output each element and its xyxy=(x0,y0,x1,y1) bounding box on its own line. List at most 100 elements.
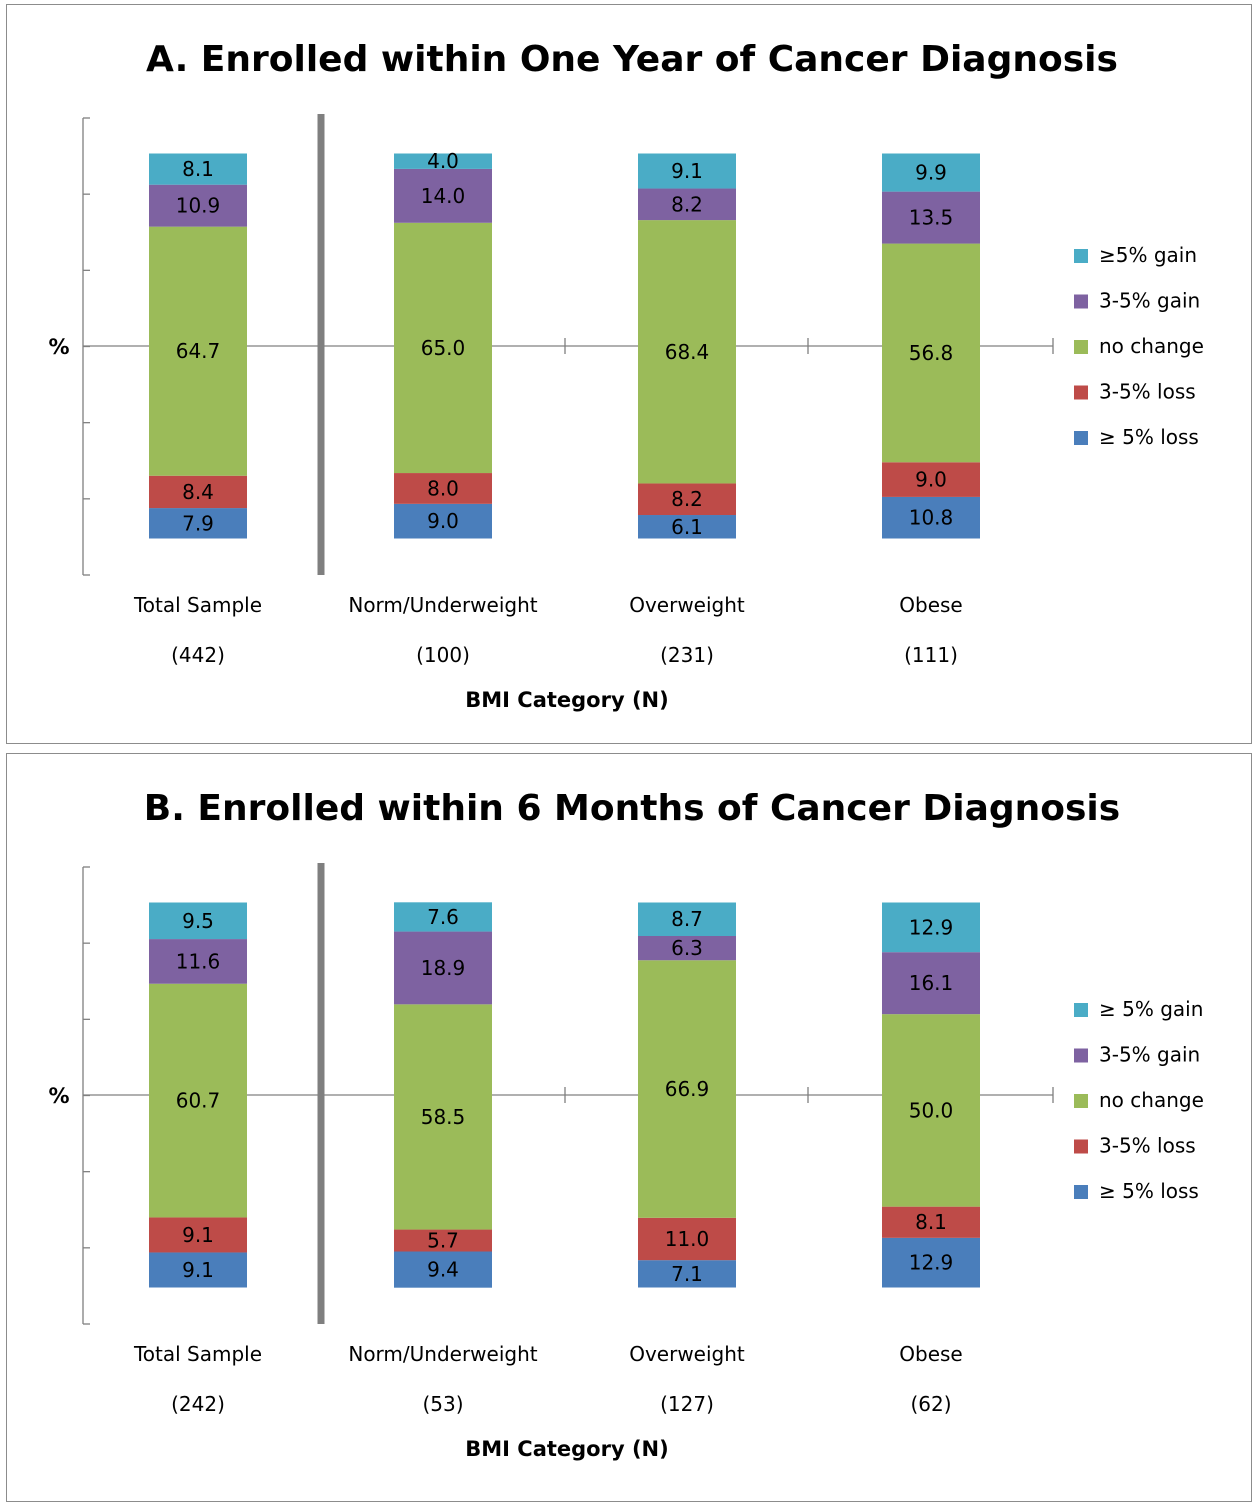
category-count: (111) xyxy=(904,643,958,667)
bar-segment xyxy=(638,935,736,961)
data-label: 10.9 xyxy=(176,194,221,218)
bar-segment xyxy=(394,1004,492,1230)
bar-segment xyxy=(638,1260,736,1288)
legend-label: no change xyxy=(1099,1088,1204,1112)
legend-swatch xyxy=(1074,385,1088,400)
bar-segment xyxy=(882,462,980,497)
bar-segment xyxy=(638,153,736,189)
data-label: 65.0 xyxy=(421,336,466,360)
bar-segment xyxy=(638,515,736,539)
category-count: (442) xyxy=(171,643,225,667)
data-label: 11.0 xyxy=(665,1227,710,1251)
data-label: 7.6 xyxy=(427,905,459,929)
legend-swatch xyxy=(1074,249,1088,263)
data-label: 12.9 xyxy=(909,1251,954,1275)
bar-segment xyxy=(882,243,980,463)
legend-swatch xyxy=(1074,1185,1088,1199)
bar-segment xyxy=(882,191,980,244)
data-label: 64.7 xyxy=(176,339,221,363)
x-axis-title: BMI Category (N) xyxy=(465,1437,668,1461)
data-label: 8.2 xyxy=(671,192,703,216)
bar-segment xyxy=(149,902,247,940)
bar-segment xyxy=(882,1206,980,1238)
data-label: 12.9 xyxy=(909,915,954,939)
chart-b-svg: B. Enrolled within 6 Months of Cancer Di… xyxy=(48,788,1204,1461)
legend-swatch xyxy=(1074,294,1088,309)
bar-segment xyxy=(394,153,492,169)
chart-panel-a: A. Enrolled within One Year of Cancer Di… xyxy=(6,4,1252,744)
legend-swatch xyxy=(1074,1094,1088,1108)
data-label: 8.7 xyxy=(671,907,703,931)
data-label: 11.6 xyxy=(176,949,221,973)
category-label: Obese xyxy=(899,593,962,617)
data-label: 9.1 xyxy=(182,1223,214,1247)
bar-segment xyxy=(394,503,492,539)
data-label: 5.7 xyxy=(427,1229,459,1253)
x-axis-title: BMI Category (N) xyxy=(465,688,668,712)
data-label: 8.1 xyxy=(182,157,214,181)
data-label: 4.0 xyxy=(427,149,459,173)
data-label: 58.5 xyxy=(421,1105,466,1129)
category-label: Norm/Underweight xyxy=(348,593,537,617)
bar-segment xyxy=(394,222,492,474)
data-label: 9.0 xyxy=(427,509,459,533)
legend-swatch xyxy=(1074,1048,1088,1063)
legend-label: ≥ 5% loss xyxy=(1099,425,1199,449)
data-label: 8.4 xyxy=(182,480,214,504)
data-label: 7.9 xyxy=(182,511,214,535)
bar-segment xyxy=(638,483,736,516)
legend-label: no change xyxy=(1099,334,1204,358)
bar-segment xyxy=(638,1217,736,1261)
category-count: (53) xyxy=(422,1392,463,1416)
legend-swatch xyxy=(1074,1003,1088,1017)
data-label: 14.0 xyxy=(421,184,466,208)
data-label: 8.1 xyxy=(915,1210,947,1234)
bar-segment xyxy=(149,508,247,539)
bar-segment xyxy=(149,1217,247,1253)
category-count: (100) xyxy=(416,643,470,667)
data-label: 18.9 xyxy=(421,956,466,980)
bar-segment xyxy=(638,188,736,221)
legend-label: ≥ 5% loss xyxy=(1099,1179,1199,1203)
category-count: (231) xyxy=(660,643,714,667)
data-label: 68.4 xyxy=(665,340,710,364)
data-label: 66.9 xyxy=(665,1077,710,1101)
data-label: 7.1 xyxy=(671,1262,703,1286)
category-label: Total Sample xyxy=(133,593,262,617)
chart-title: A. Enrolled within One Year of Cancer Di… xyxy=(146,39,1118,80)
data-label: 9.9 xyxy=(915,161,947,185)
data-label: 8.0 xyxy=(427,476,459,500)
bar-segment xyxy=(149,1252,247,1288)
category-label: Overweight xyxy=(629,593,745,617)
data-label: 8.2 xyxy=(671,487,703,511)
data-label: 9.4 xyxy=(427,1258,459,1282)
data-label: 9.1 xyxy=(182,1258,214,1282)
legend-label: 3-5% gain xyxy=(1099,289,1200,313)
bar-segment xyxy=(882,952,980,1015)
bar-segment xyxy=(882,1014,980,1207)
bar-segment xyxy=(638,220,736,484)
data-label: 9.1 xyxy=(671,159,703,183)
chart-panel-b: B. Enrolled within 6 Months of Cancer Di… xyxy=(6,753,1252,1502)
data-label: 60.7 xyxy=(176,1089,221,1113)
legend-label: ≥5% gain xyxy=(1099,243,1197,267)
legend-swatch xyxy=(1074,340,1088,354)
bar-segment xyxy=(882,153,980,192)
data-label: 50.0 xyxy=(909,1098,954,1122)
bar-segment xyxy=(149,184,247,227)
legend-label: 3-5% gain xyxy=(1099,1043,1200,1067)
bar-segment xyxy=(394,1251,492,1288)
bar-segment xyxy=(394,902,492,932)
data-label: 6.1 xyxy=(671,515,703,539)
legend-swatch xyxy=(1074,431,1088,445)
data-label: 6.3 xyxy=(671,936,703,960)
bar-segment xyxy=(638,902,736,936)
bar-segment xyxy=(149,983,247,1218)
legend-label: 3-5% loss xyxy=(1099,1134,1196,1158)
chart-a-svg: A. Enrolled within One Year of Cancer Di… xyxy=(48,39,1204,712)
legend-label: 3-5% loss xyxy=(1099,380,1196,404)
category-label: Norm/Underweight xyxy=(348,1342,537,1366)
category-count: (62) xyxy=(910,1392,951,1416)
category-label: Overweight xyxy=(629,1342,745,1366)
category-count: (127) xyxy=(660,1392,714,1416)
